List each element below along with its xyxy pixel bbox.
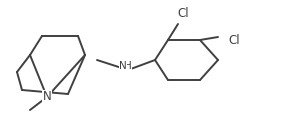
- Text: N: N: [119, 61, 127, 71]
- Text: N: N: [43, 91, 51, 103]
- Text: H: H: [124, 61, 132, 71]
- Text: Cl: Cl: [177, 7, 189, 20]
- Text: Cl: Cl: [228, 34, 240, 46]
